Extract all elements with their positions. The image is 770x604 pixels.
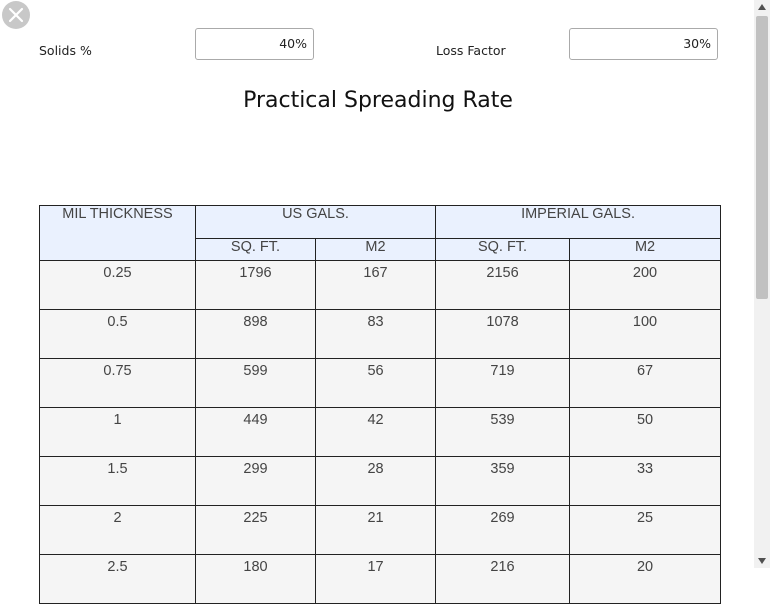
- table-row: 0.5 898 83 1078 100: [39, 309, 722, 359]
- table-cell: 25: [569, 505, 722, 555]
- table-cell: 539: [435, 407, 571, 457]
- solids-input[interactable]: [195, 28, 314, 60]
- loss-factor-input[interactable]: [569, 28, 718, 60]
- table-cell: 599: [195, 358, 316, 408]
- table-cell: 216: [435, 554, 571, 604]
- imperial-m2-header: M2: [569, 238, 722, 261]
- table-cell: 269: [435, 505, 571, 555]
- us-sqft-header: SQ. FT.: [195, 238, 316, 261]
- table-row: 1 449 42 539 50: [39, 407, 722, 457]
- close-icon: [8, 7, 24, 23]
- table-cell: 1796: [195, 260, 316, 310]
- scroll-down-button[interactable]: [754, 554, 770, 568]
- us-m2-header: M2: [314, 238, 437, 261]
- table-cell: 83: [314, 309, 437, 359]
- table-cell: 50: [569, 407, 722, 457]
- table-cell: 299: [195, 456, 316, 506]
- table-cell: 67: [569, 358, 722, 408]
- table-cell: 0.25: [39, 260, 196, 310]
- table-cell: 1: [39, 407, 196, 457]
- table-cell: 167: [314, 260, 437, 310]
- close-button[interactable]: [2, 1, 30, 29]
- table-cell: 1.5: [39, 456, 196, 506]
- table-cell: 20: [569, 554, 722, 604]
- table-cell: 449: [195, 407, 316, 457]
- solids-label: Solids %: [39, 43, 92, 58]
- scroll-thumb[interactable]: [756, 16, 768, 299]
- table-cell: 42: [314, 407, 437, 457]
- table-cell: 28: [314, 456, 437, 506]
- table-row: 0.25 1796 167 2156 200: [39, 260, 722, 310]
- us-gals-header: US GALS.: [194, 205, 437, 239]
- table-cell: 56: [314, 358, 437, 408]
- table-cell: 2.5: [39, 554, 196, 604]
- table-cell: 17: [314, 554, 437, 604]
- table-row: 0.75 599 56 719 67: [39, 358, 722, 408]
- mil-thickness-header: MIL THICKNESS: [39, 205, 196, 261]
- table-row: 2.5 180 17 216 20: [39, 554, 722, 604]
- table-cell: 180: [195, 554, 316, 604]
- imperial-sqft-header: SQ. FT.: [435, 238, 571, 261]
- table-cell: 359: [435, 456, 571, 506]
- chevron-up-icon: [758, 4, 766, 10]
- table-row: 1.5 299 28 359 33: [39, 456, 722, 506]
- table-cell: 0.75: [39, 358, 196, 408]
- table-cell: 225: [195, 505, 316, 555]
- table-cell: 21: [314, 505, 437, 555]
- table-cell: 898: [195, 309, 316, 359]
- table-row: 2 225 21 269 25: [39, 505, 722, 555]
- imperial-gals-header: IMPERIAL GALS.: [435, 205, 722, 239]
- table-cell: 719: [435, 358, 571, 408]
- page-title: Practical Spreading Rate: [243, 88, 513, 113]
- table-cell: 0.5: [39, 309, 196, 359]
- spreading-rate-table: MIL THICKNESS US GALS. IMPERIAL GALS. SQ…: [39, 205, 722, 604]
- table-cell: 200: [569, 260, 722, 310]
- loss-factor-label: Loss Factor: [436, 43, 506, 58]
- vertical-scrollbar[interactable]: [754, 0, 770, 568]
- scroll-up-button[interactable]: [754, 0, 770, 14]
- table-cell: 100: [569, 309, 722, 359]
- table-cell: 2156: [435, 260, 571, 310]
- chevron-down-icon: [758, 558, 766, 564]
- table-cell: 2: [39, 505, 196, 555]
- table-cell: 1078: [435, 309, 571, 359]
- table-cell: 33: [569, 456, 722, 506]
